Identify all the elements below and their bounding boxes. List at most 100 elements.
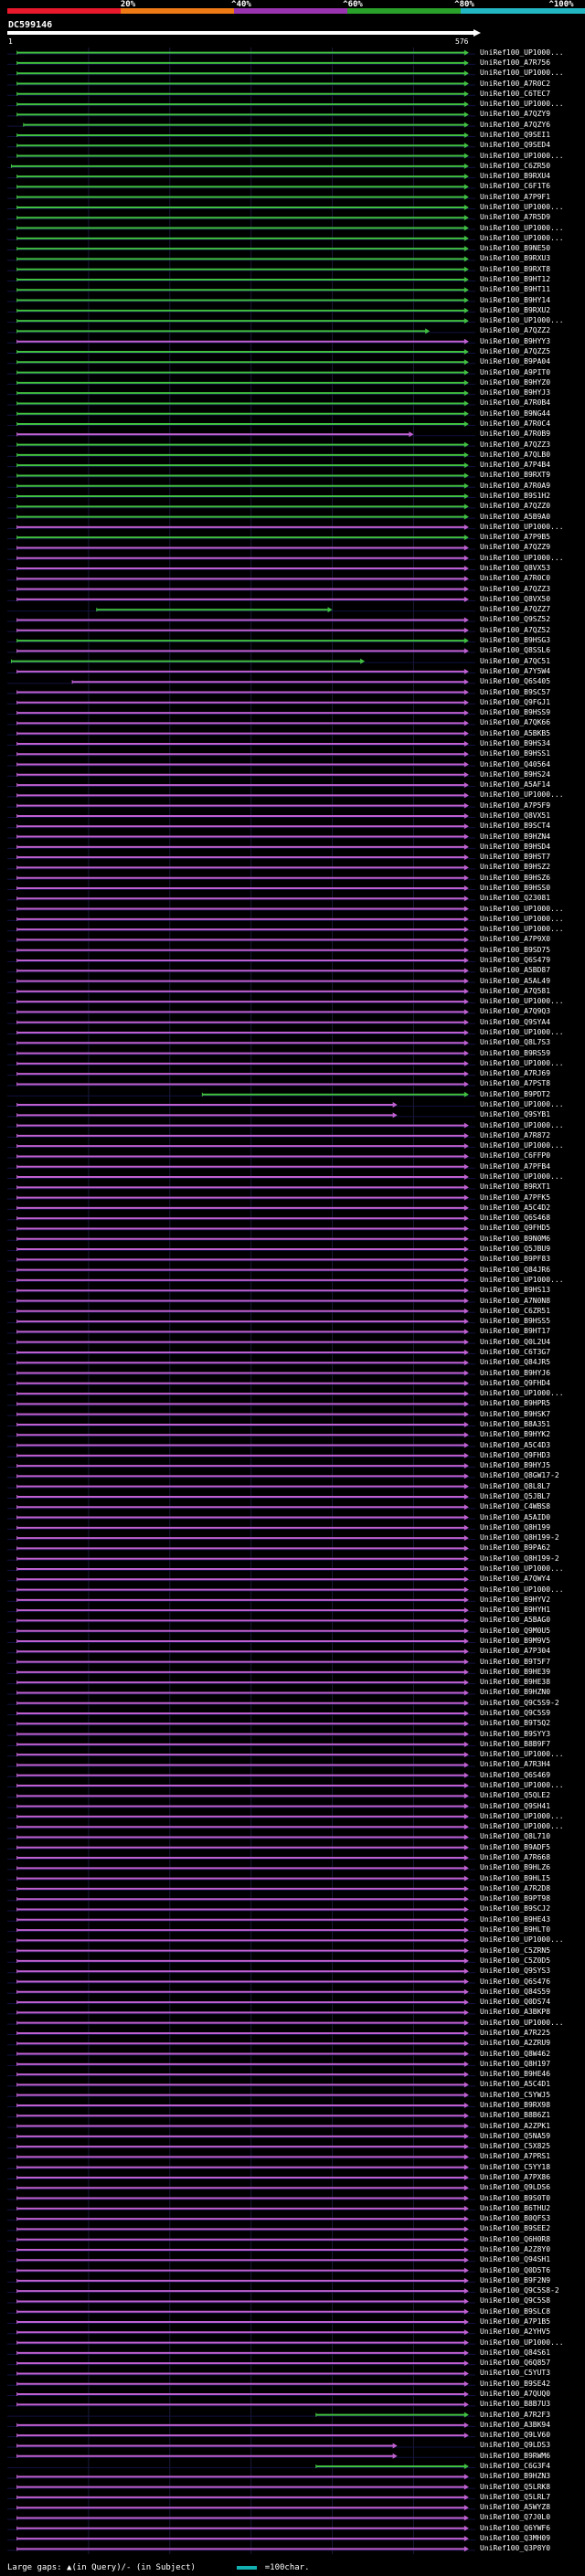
hit-label[interactable]: UniRef100_B9RXU2 [480, 305, 551, 314]
hit-label[interactable]: UniRef100_A7R668 [480, 1853, 551, 1862]
hit-label[interactable]: UniRef100_Q9SED4 [480, 141, 551, 150]
hit-label[interactable]: UniRef100_B9HZN0 [480, 1688, 551, 1697]
hit-label[interactable]: UniRef100_B9HSZ2 [480, 863, 551, 872]
hit-label[interactable]: UniRef100_B9HPR5 [480, 1399, 551, 1408]
hit-label[interactable]: UniRef100_B9HST7 [480, 853, 551, 862]
hit-label[interactable]: UniRef100_UP1000... [480, 233, 564, 242]
hit-label[interactable]: UniRef100_UP1000... [480, 202, 564, 211]
hit-label[interactable]: UniRef100_B9RXU3 [480, 254, 551, 263]
hit-label[interactable]: UniRef100_A5C4D1 [480, 2080, 551, 2089]
hit-label[interactable]: UniRef100_Q9SEI1 [480, 130, 551, 139]
hit-label[interactable]: UniRef100_UP1000... [480, 1781, 564, 1790]
hit-label[interactable]: UniRef100_C6FFP0 [480, 1151, 551, 1161]
hit-label[interactable]: UniRef100_A5BKB5 [480, 728, 551, 737]
hit-label[interactable]: UniRef100_Q3P8Y0 [480, 2544, 551, 2553]
hit-label[interactable]: UniRef100_A7R872 [480, 1130, 551, 1140]
hit-label[interactable]: UniRef100_Q9C5S9-2 [480, 1698, 559, 1707]
hit-label[interactable]: UniRef100_A7R225 [480, 2028, 551, 2037]
hit-label[interactable]: UniRef100_A7QZZ3 [480, 584, 551, 593]
hit-label[interactable]: UniRef100_A2YHV5 [480, 2327, 551, 2337]
hit-label[interactable]: UniRef100_B9S0T0 [480, 2193, 551, 2202]
hit-label[interactable]: UniRef100_C5YUT3 [480, 2369, 551, 2378]
hit-label[interactable]: UniRef100_B0QFS3 [480, 2214, 551, 2223]
hit-label[interactable]: UniRef100_Q84S61 [480, 2348, 551, 2357]
hit-label[interactable]: UniRef100_Q8H199-2 [480, 1553, 559, 1563]
hit-label[interactable]: UniRef100_A7Q581 [480, 986, 551, 995]
hit-label[interactable]: UniRef100_Q6S476 [480, 1977, 551, 1986]
hit-label[interactable]: UniRef100_C6ZR51 [480, 1306, 551, 1315]
hit-label[interactable]: UniRef100_B9HE43 [480, 1914, 551, 1924]
hit-label[interactable]: UniRef100_Q6YWF6 [480, 2523, 551, 2532]
hit-label[interactable]: UniRef100_UP1000... [480, 1028, 564, 1036]
hit-label[interactable]: UniRef100_B9SE42 [480, 2379, 551, 2388]
hit-label[interactable]: UniRef100_A7R0B9 [480, 429, 551, 439]
hit-label[interactable]: UniRef100_A7QZZ5 [480, 346, 551, 355]
hit-label[interactable]: UniRef100_B9HT11 [480, 285, 551, 294]
hit-label[interactable]: UniRef100_A7QWY4 [480, 1574, 551, 1584]
hit-label[interactable]: UniRef100_B8A351 [480, 1419, 551, 1428]
hit-label[interactable]: UniRef100_Q8H199 [480, 1522, 551, 1532]
hit-label[interactable]: UniRef100_UP1000... [480, 1172, 564, 1182]
hit-label[interactable]: UniRef100_C6ZR50 [480, 161, 551, 170]
hit-label[interactable]: UniRef100_B9HLZ6 [480, 1863, 551, 1872]
hit-label[interactable]: UniRef100_C5YY18 [480, 2162, 551, 2171]
hit-label[interactable]: UniRef100_Q9LDS3 [480, 2441, 551, 2450]
hit-label[interactable]: UniRef100_B9SD75 [480, 945, 551, 954]
hit-label[interactable]: UniRef100_B8B7U3 [480, 2400, 551, 2409]
hit-label[interactable]: UniRef100_B9HLI5 [480, 1873, 551, 1882]
hit-label[interactable]: UniRef100_B9HYY3 [480, 336, 551, 345]
hit-label[interactable]: UniRef100_A7PST8 [480, 1079, 551, 1088]
hit-label[interactable]: UniRef100_Q5JBL7 [480, 1491, 551, 1500]
hit-label[interactable]: UniRef100_B9HZN4 [480, 832, 551, 841]
hit-label[interactable]: UniRef100_UP1000... [480, 1811, 564, 1820]
hit-label[interactable]: UniRef100_B9RWM6 [480, 2451, 551, 2460]
hit-label[interactable]: UniRef100_UP1000... [480, 925, 564, 934]
hit-label[interactable]: UniRef100_UP1000... [480, 1935, 564, 1945]
hit-label[interactable]: UniRef100_A5BAG0 [480, 1616, 551, 1625]
hit-label[interactable]: UniRef100_UP1000... [480, 1100, 564, 1109]
hit-label[interactable]: UniRef100_A7RJ69 [480, 1069, 551, 1078]
hit-label[interactable]: UniRef100_A2ZPK1 [480, 2121, 551, 2130]
hit-label[interactable]: UniRef100_B9RS59 [480, 1048, 551, 1057]
hit-label[interactable]: UniRef100_B9RXT1 [480, 1182, 551, 1192]
hit-label[interactable]: UniRef100_UP1000... [480, 1275, 564, 1284]
hit-label[interactable]: UniRef100_B9HSS1 [480, 749, 551, 758]
hit-label[interactable]: UniRef100_A7P9F1 [480, 192, 551, 201]
hit-label[interactable]: UniRef100_A9PIT0 [480, 367, 551, 376]
hit-label[interactable]: UniRef100_UP1000... [480, 1564, 564, 1573]
hit-label[interactable]: UniRef100_B9HE39 [480, 1667, 551, 1676]
hit-label[interactable]: UniRef100_B9HYK2 [480, 1430, 551, 1439]
hit-label[interactable]: UniRef100_Q8L7S3 [480, 1038, 551, 1047]
hit-label[interactable]: UniRef100_Q9C5S8-2 [480, 2286, 559, 2295]
hit-label[interactable]: UniRef100_Q8L710 [480, 1832, 551, 1841]
hit-label[interactable]: UniRef100_Q40564 [480, 759, 551, 769]
hit-label[interactable]: UniRef100_A5AF14 [480, 780, 551, 790]
hit-label[interactable]: UniRef100_A7P9B5 [480, 533, 551, 542]
hit-label[interactable]: UniRef100_Q8GW17-2 [480, 1471, 559, 1480]
hit-label[interactable]: UniRef100_Q5QLE2 [480, 1791, 551, 1800]
hit-label[interactable]: UniRef100_B9HS24 [480, 769, 551, 779]
hit-label[interactable]: UniRef100_A7R0C0 [480, 574, 551, 583]
hit-label[interactable]: UniRef100_C6TEC7 [480, 89, 551, 98]
hit-label[interactable]: UniRef100_C4WBS8 [480, 1502, 551, 1511]
hit-label[interactable]: UniRef100_B9HSG3 [480, 636, 551, 645]
hit-label[interactable]: UniRef100_A5WYZ8 [480, 2503, 551, 2512]
hit-label[interactable]: UniRef100_A7QZZ3 [480, 440, 551, 449]
hit-label[interactable]: UniRef100_Q0D5T6 [480, 2265, 551, 2274]
hit-label[interactable]: UniRef100_A3BK94 [480, 2420, 551, 2429]
hit-label[interactable]: UniRef100_Q84JR6 [480, 1265, 551, 1274]
hit-label[interactable]: UniRef100_UP1000... [480, 1585, 564, 1594]
hit-label[interactable]: UniRef100_Q9SYA4 [480, 1017, 551, 1026]
hit-label[interactable]: UniRef100_Q9M0U5 [480, 1626, 551, 1635]
hit-label[interactable]: UniRef100_A5B9A0 [480, 512, 551, 521]
hit-label[interactable]: UniRef100_UP1000... [480, 48, 564, 57]
hit-label[interactable]: UniRef100_B9NE50 [480, 244, 551, 253]
hit-label[interactable]: UniRef100_B9HYZ0 [480, 377, 551, 387]
hit-label[interactable]: UniRef100_UP1000... [480, 522, 564, 531]
hit-label[interactable]: UniRef100_A7R2F3 [480, 2410, 551, 2419]
hit-label[interactable]: UniRef100_B9T5Q2 [480, 1719, 551, 1728]
hit-label[interactable]: UniRef100_A7R0A9 [480, 481, 551, 490]
hit-label[interactable]: UniRef100_A2Z8Y0 [480, 2245, 551, 2253]
hit-label[interactable]: UniRef100_UP1000... [480, 1389, 564, 1398]
hit-label[interactable]: UniRef100_Q9C5S8 [480, 2296, 551, 2306]
